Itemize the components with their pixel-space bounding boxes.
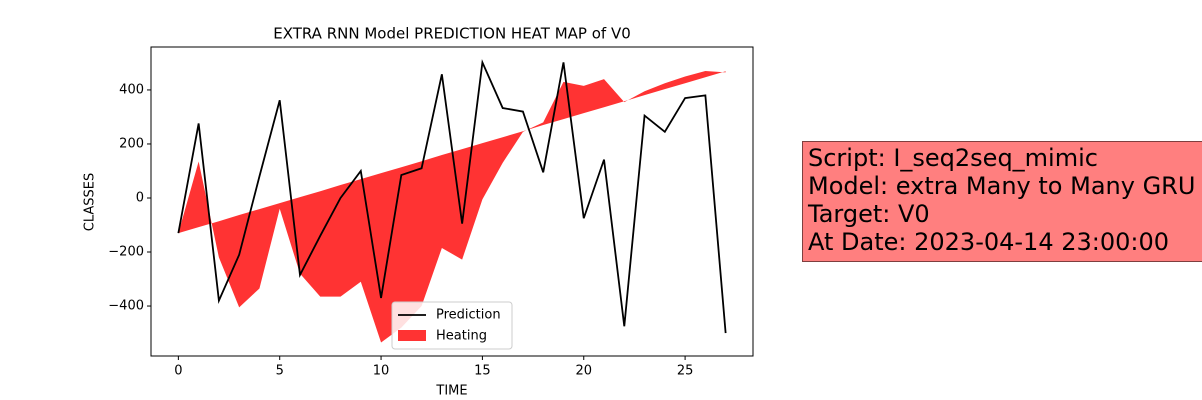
y-tick-label: 400 — [119, 82, 144, 97]
legend-label: Prediction — [436, 308, 501, 323]
x-tick-label: 5 — [276, 364, 284, 379]
plot-frame — [150, 46, 754, 357]
legend-label: Heating — [436, 329, 487, 344]
x-tick-label: 20 — [575, 364, 592, 379]
x-tick-label: 10 — [373, 364, 390, 379]
annotation-box — [802, 141, 1202, 262]
annotation-line: Target: V0 — [807, 200, 930, 228]
annotation-line: Model: extra Many to Many GRU — [808, 172, 1195, 200]
y-axis-label: CLASSES — [83, 173, 98, 231]
y-tick-label: 0 — [136, 190, 144, 205]
x-tick-label: 0 — [174, 364, 182, 379]
x-tick-label: 25 — [677, 364, 694, 379]
y-tick-label: 200 — [119, 136, 144, 151]
legend-swatch — [398, 330, 426, 341]
prediction-line — [177, 59, 727, 334]
annotation-line: Script: I_seq2seq_mimic — [808, 144, 1098, 172]
y-tick-label: −400 — [108, 299, 144, 314]
chart-title: EXTRA RNN Model PREDICTION HEAT MAP of V… — [273, 25, 631, 43]
x-tick-label: 15 — [474, 364, 491, 379]
annotation-line: At Date: 2023-04-14 23:00:00 — [808, 228, 1169, 256]
heating-area — [178, 71, 726, 343]
x-axis-label: TIME — [435, 384, 467, 399]
y-tick-label: −200 — [108, 245, 144, 260]
